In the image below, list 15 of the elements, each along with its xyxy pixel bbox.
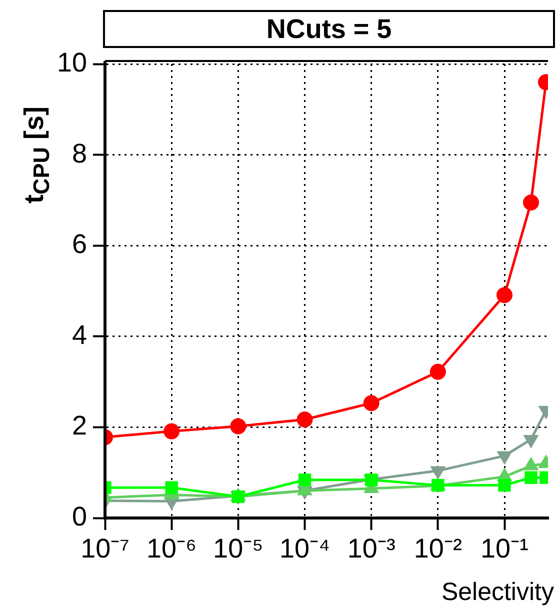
- x-tick-label: 10⁻⁶: [146, 534, 197, 564]
- x-tick-label: 10⁻³: [347, 534, 396, 564]
- y-tick-label: 6: [72, 229, 87, 260]
- x-tick-label: 10⁻⁴: [279, 534, 330, 564]
- x-tick-label: 10⁻²: [414, 534, 462, 564]
- y-tick-label: 0: [72, 501, 87, 532]
- y-tick-label: 8: [72, 138, 87, 168]
- x-axis-title: Selectivity: [441, 578, 554, 607]
- y-tick-label: 10: [56, 47, 87, 78]
- chart-title: NCuts = 5: [103, 10, 555, 48]
- x-tick-label: 10⁻⁷: [80, 534, 130, 564]
- x-tick-label: 10⁻¹: [480, 534, 529, 564]
- y-tick-label: 2: [72, 410, 87, 441]
- y-tick-label: 4: [72, 320, 87, 350]
- x-tick-label: 10⁻⁵: [213, 534, 264, 564]
